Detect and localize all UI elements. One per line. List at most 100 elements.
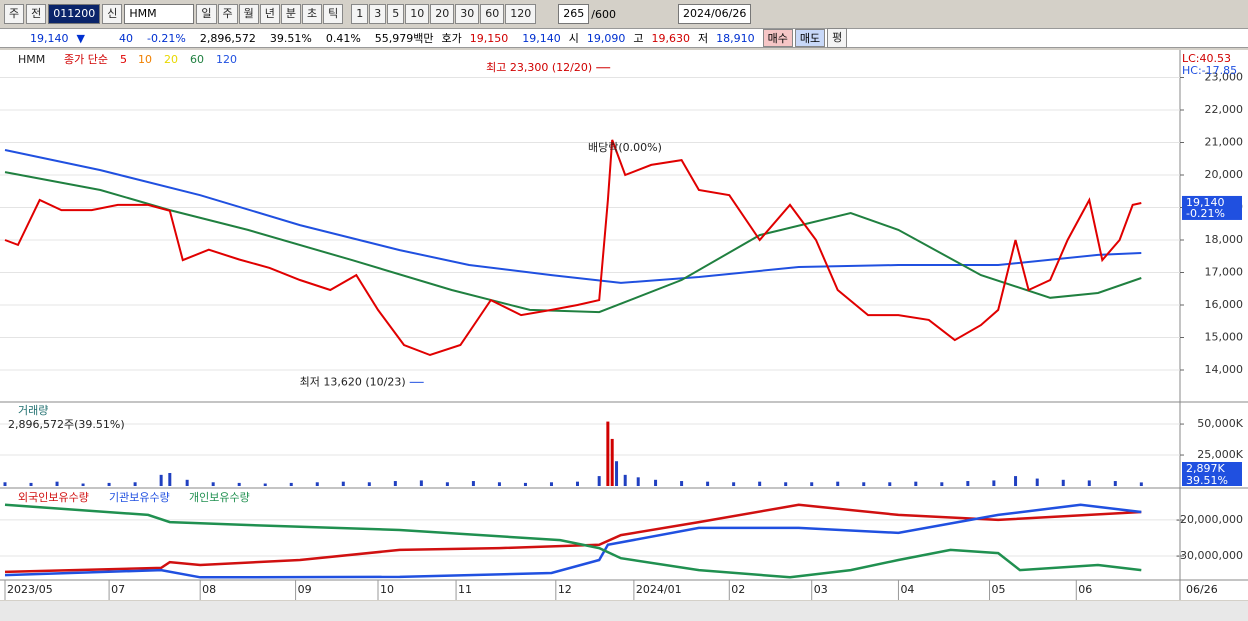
volume-bar <box>549 482 553 486</box>
series-line <box>4 149 1142 284</box>
series-line <box>4 503 1142 579</box>
volume-bar <box>29 482 33 486</box>
volume-bar <box>3 482 7 486</box>
change: 40 <box>118 31 133 45</box>
date[interactable]: 2024/06/26 <box>677 4 752 24</box>
volume-bar <box>107 482 111 486</box>
interval-button[interactable]: 10 <box>405 4 430 24</box>
volume-bar <box>576 481 579 486</box>
volume-bar <box>471 481 475 486</box>
code[interactable]: 011200 <box>48 4 101 24</box>
volume-bar <box>237 482 241 486</box>
y-tick-label: -30,000,000 <box>1176 549 1243 562</box>
buy-button[interactable]: 매수 <box>762 29 793 47</box>
interval-button[interactable]: 1 <box>351 4 369 24</box>
mode[interactable]: 주 <box>4 4 25 24</box>
interval-button[interactable]: 30 <box>455 4 480 24</box>
period-button[interactable]: 초 <box>302 4 323 24</box>
x-tick-label: 2024/01 <box>636 583 682 596</box>
sell-button[interactable]: 매도 <box>794 29 826 47</box>
bid: 19,140 <box>522 31 561 45</box>
volume-bar <box>315 482 319 486</box>
x-tick-label: 02 <box>731 583 745 596</box>
volume-bar <box>940 482 944 486</box>
y-tick-label: 18,000 <box>1205 233 1244 246</box>
volume-bar <box>606 421 610 486</box>
interval-button[interactable]: 120 <box>505 4 537 24</box>
new[interactable]: 신 <box>102 4 123 24</box>
prev[interactable]: 전 <box>26 4 47 24</box>
volume-bar <box>654 479 658 486</box>
period-button[interactable]: 분 <box>280 4 301 24</box>
y-tick-label: 22,000 <box>1205 103 1244 116</box>
volume-bar <box>211 482 215 486</box>
open-label: 시 <box>568 32 579 45</box>
volume-bar <box>133 482 137 486</box>
volume-bar <box>1139 482 1143 486</box>
stock-name[interactable]: HMM <box>124 4 195 24</box>
legend-entry: 외국인보유수량 <box>18 491 89 504</box>
annotation: 최저 13,620 (10/23) <box>300 375 406 388</box>
x-tick-label: 12 <box>558 583 572 596</box>
ma-label: 20 <box>164 53 178 66</box>
y-tick-label: 25,000K <box>1197 448 1243 461</box>
legend-entry: 기관보유수량 <box>109 491 170 504</box>
last-date: 06/26 <box>1186 583 1218 596</box>
hc-label: HC:-17.85 <box>1182 64 1237 77</box>
volume-bar <box>419 480 423 486</box>
volume-bar <box>1035 478 1039 486</box>
series-line <box>4 503 1142 579</box>
x-tick-label: 06 <box>1078 583 1092 596</box>
y-tick-label: 15,000 <box>1205 330 1244 343</box>
volume-bar <box>992 480 996 486</box>
interval-button[interactable]: 3 <box>369 4 387 24</box>
volume: 2,896,572 <box>199 31 256 45</box>
intervals: 1 3 5 10 20 30 60 120 <box>351 4 537 24</box>
scrollbar[interactable] <box>0 601 1248 621</box>
dividend-note: 배당락(0.00%) <box>588 141 662 154</box>
volume-bar <box>597 476 601 486</box>
open: 19,090 <box>586 31 626 45</box>
period-button[interactable]: 년 <box>259 4 280 24</box>
volume-bar <box>888 482 892 486</box>
chart-area: 14,00015,00016,00017,00018,00019,00020,0… <box>0 50 1248 621</box>
volume-bar <box>159 474 163 486</box>
ma-label: 10 <box>138 53 152 66</box>
y-tick-label: 14,000 <box>1205 363 1244 376</box>
ma-title: 종가 단순 <box>64 53 108 66</box>
ask-label: 호가 <box>441 32 462 45</box>
lc-label: LC:40.53 <box>1182 52 1231 65</box>
volume-bar <box>914 481 918 486</box>
volume-bar <box>610 438 614 486</box>
turnover: 0.41% <box>325 31 361 45</box>
volume-bar <box>263 483 267 486</box>
interval-button[interactable]: 60 <box>480 4 505 24</box>
interval-button[interactable]: 20 <box>430 4 455 24</box>
volume-bar <box>445 482 449 486</box>
volume-bar <box>732 482 736 486</box>
interval-button[interactable]: 5 <box>387 4 405 24</box>
x-tick-label: 11 <box>458 583 472 596</box>
period-button[interactable]: 주 <box>217 4 238 24</box>
y-tick-label: 50,000K <box>1197 417 1243 430</box>
count[interactable]: 265 <box>558 4 590 24</box>
volume-bar <box>289 482 293 486</box>
volume-bar <box>168 472 172 486</box>
volume-bar <box>367 482 371 486</box>
change-rate: -0.21% <box>146 31 186 45</box>
volume-bar <box>615 461 619 486</box>
avg-button[interactable]: 평 <box>827 28 848 48</box>
x-tick-label: 05 <box>992 583 1006 596</box>
last-change: -0.21% <box>1186 207 1225 220</box>
high-label: 고 <box>633 32 644 45</box>
period-button[interactable]: 월 <box>238 4 259 24</box>
x-tick-label: 07 <box>111 583 125 596</box>
period-button[interactable]: 일 <box>196 4 217 24</box>
direction: ▼ <box>76 31 85 45</box>
volume-bar <box>497 482 501 486</box>
volume-bar <box>523 482 527 486</box>
period-button[interactable]: 틱 <box>323 4 344 24</box>
ma-label: 120 <box>216 53 237 66</box>
price: 19,140 <box>30 31 69 45</box>
